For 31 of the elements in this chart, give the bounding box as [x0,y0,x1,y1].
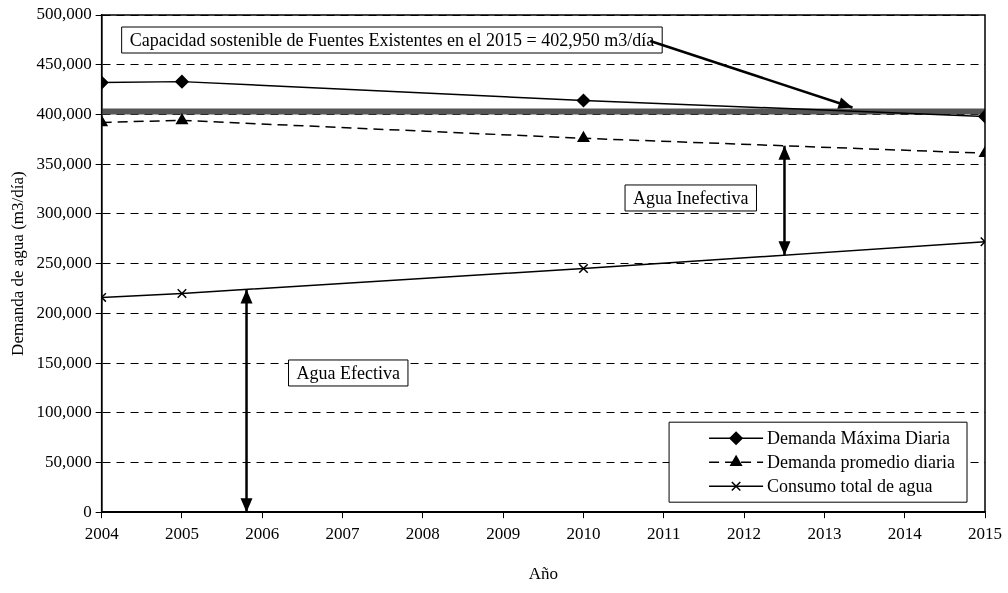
y-tick-label: 100,000 [36,402,92,422]
y-tick-label: 200,000 [36,302,92,322]
y-tick-label: 50,000 [44,451,92,471]
x-tick-label: 2015 [968,523,1002,543]
annotation: Agua Efectiva [296,362,400,383]
y-tick-label: 150,000 [36,352,92,372]
x-tick-label: 2011 [647,523,681,543]
legend-label: Demanda promedio diaria [767,451,956,472]
x-axis-title: Año [528,564,558,584]
x-tick-label: 2005 [164,523,199,543]
y-tick-label: 500,000 [36,4,92,24]
y-tick-label: 400,000 [36,103,92,123]
y-tick-label: 350,000 [36,153,92,173]
x-tick-label: 2012 [727,523,762,543]
x-tick-label: 2013 [807,523,842,543]
x-tick-label: 2004 [84,523,120,543]
x-tick-label: 2009 [486,523,521,543]
ref-line-label: Capacidad sostenible de Fuentes Existentes en el 2015 = 402,950 m3/día [129,29,655,50]
y-axis-title: Demanda de agua (m3/día) [7,171,27,356]
y-tick-label: 300,000 [36,203,92,223]
x-tick-label: 2014 [887,523,923,543]
x-tick-label: 2010 [566,523,601,543]
x-tick-label: 2008 [405,523,440,543]
legend-label: Demanda Máxima Diaria [767,427,951,448]
y-tick-label: 450,000 [36,54,92,74]
y-tick-label: 250,000 [36,253,92,273]
y-tick-label: 0 [83,501,92,521]
x-tick-label: 2006 [245,523,280,543]
x-tick-label: 2007 [325,523,361,543]
legend-label: Consumo total de agua [767,475,933,496]
annotation: Agua Inefectiva [633,187,749,208]
